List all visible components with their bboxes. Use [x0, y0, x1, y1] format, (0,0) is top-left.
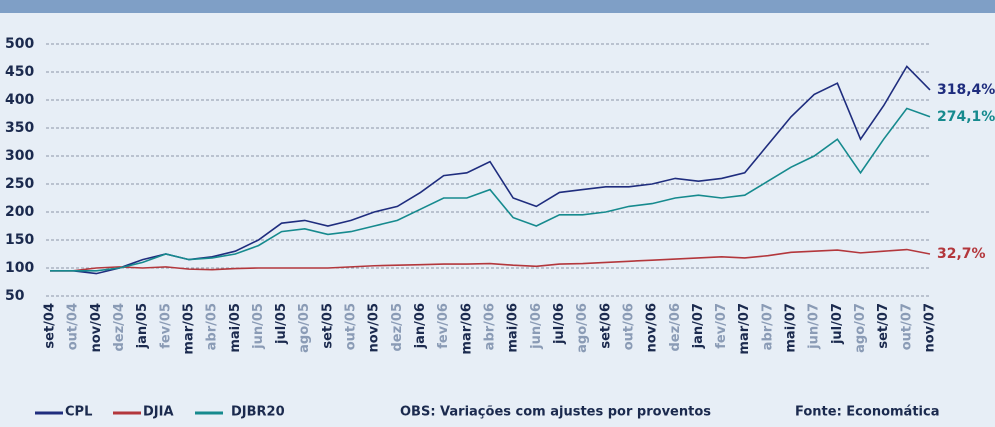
x-tick-label: jul/05: [274, 303, 289, 345]
x-tick-label: jan/06: [413, 303, 428, 349]
x-tick-label: nov/04: [89, 303, 104, 353]
x-tick-label: nov/07: [923, 303, 938, 353]
x-tick-label: jun/07: [807, 303, 822, 350]
x-tick-label: dez/06: [668, 303, 683, 352]
x-tick-label: mar/07: [737, 303, 752, 355]
y-tick-label: 400: [5, 92, 34, 108]
x-tick-label: set/06: [598, 303, 613, 349]
y-tick-label: 50: [5, 288, 25, 304]
end-label: 274,1%: [937, 109, 995, 125]
y-tick-label: 350: [5, 120, 34, 136]
y-tick-label: 200: [5, 204, 34, 220]
legend-label: DJBR20: [231, 405, 285, 420]
x-tick-label: ago/06: [575, 303, 590, 353]
end-label: 32,7%: [937, 246, 986, 262]
x-tick-label: ago/05: [297, 303, 312, 353]
x-tick-label: nov/05: [367, 303, 382, 353]
x-tick-label: fev/05: [158, 303, 173, 349]
y-tick-label: 500: [5, 36, 34, 52]
x-tick-label: out/05: [344, 303, 359, 350]
x-tick-label: mai/07: [784, 303, 799, 353]
legend-label: CPL: [65, 405, 92, 420]
x-tick-label: fev/07: [714, 303, 729, 349]
x-tick-label: jul/06: [552, 303, 567, 345]
x-tick-label: set/07: [876, 303, 891, 349]
x-tick-label: jun/06: [529, 303, 544, 350]
x-tick-label: jan/07: [691, 303, 706, 349]
x-tick-label: dez/05: [390, 303, 405, 352]
y-tick-label: 450: [5, 64, 34, 80]
x-tick-label: out/04: [66, 303, 81, 350]
x-tick-label: mar/05: [181, 303, 196, 355]
x-tick-label: abr/07: [760, 303, 775, 350]
x-tick-label: ago/07: [853, 303, 868, 353]
legend-label: DJIA: [143, 405, 174, 420]
y-tick-label: 150: [5, 232, 34, 248]
x-tick-label: out/06: [621, 303, 636, 350]
x-tick-label: jan/05: [135, 303, 150, 349]
x-tick-label: out/07: [899, 303, 914, 350]
note: OBS: Variações com ajustes por proventos: [400, 405, 711, 420]
series-line: [50, 248, 931, 272]
series-line: [50, 107, 931, 272]
x-tick-label: fev/06: [436, 303, 451, 349]
x-tick-label: abr/06: [483, 303, 498, 350]
x-tick-label: abr/05: [205, 303, 220, 350]
x-tick-label: dez/04: [112, 303, 127, 352]
end-label: 318,4%: [937, 82, 995, 98]
x-tick-label: jul/07: [830, 303, 845, 345]
y-tick-label: 250: [5, 176, 34, 192]
x-tick-label: mar/06: [459, 303, 474, 355]
x-tick-label: set/04: [43, 303, 58, 349]
y-tick-label: 300: [5, 148, 34, 164]
x-tick-label: set/05: [320, 303, 335, 349]
x-tick-label: mai/06: [506, 303, 521, 353]
y-tick-label: 100: [5, 260, 34, 276]
x-tick-label: mai/05: [228, 303, 243, 353]
x-tick-label: nov/06: [645, 303, 660, 353]
source: Fonte: Economática: [795, 405, 939, 420]
x-tick-label: jun/05: [251, 303, 266, 350]
header-band: [0, 0, 995, 13]
